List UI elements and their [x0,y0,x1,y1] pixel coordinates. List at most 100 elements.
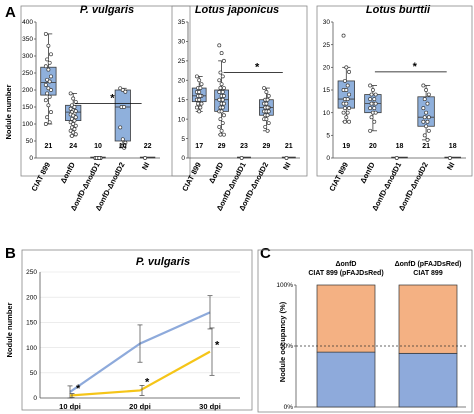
y-tick-label: 0 [326,155,330,162]
significance-star: * [255,62,260,74]
data-point [197,89,202,94]
data-point [221,58,226,63]
data-point [220,74,225,79]
sample-count: 21 [285,143,293,150]
data-point [368,83,373,88]
data-point [45,57,50,62]
y-tick-label: 250 [26,269,37,276]
data-point [43,31,48,36]
chart-frame [257,249,473,413]
data-point [217,43,222,48]
data-point [69,133,74,138]
data-point [218,132,223,137]
data-point [198,86,203,91]
data-point [120,137,125,142]
data-point [197,78,202,83]
y-tick-label: 0% [284,404,294,411]
data-point [220,97,225,102]
data-point [72,118,77,123]
data-point [369,115,374,120]
sample-count: 22 [144,143,152,150]
data-point [448,156,452,160]
data-point [197,97,202,102]
data-point [123,140,128,145]
y-tick-label: 5 [181,136,185,143]
data-point [345,97,350,102]
data-point [194,105,199,110]
data-point [47,120,52,125]
x-tick-label: 10 dpi [59,402,81,411]
data-point [220,89,225,94]
y-tick-label: 30 [178,39,186,46]
data-point [43,82,48,87]
data-point [266,109,271,114]
data-point [266,93,271,98]
data-point [263,124,268,129]
data-point [73,123,78,128]
chart-frame [20,5,191,177]
data-point [69,125,74,130]
data-point [344,88,349,92]
y-tick-label: 50 [26,138,34,145]
bar-segment-orange [316,284,376,353]
data-point [71,96,76,101]
sample-count: 18 [396,143,404,150]
y-tick-label: 200 [22,87,33,94]
y-tick-label: 350 [22,36,33,43]
sample-count: 24 [69,143,77,150]
data-point [218,86,223,91]
data-point [219,82,224,87]
y-tick-label: 10 [323,110,331,117]
data-point [71,130,76,135]
y-tick-label: 25 [323,42,331,49]
y-tick-label: 25 [178,58,186,65]
chart-title-p-vulgaris: P. vulgaris [80,4,134,16]
category-label: NI [281,161,292,172]
data-point [68,91,73,96]
y-tick-label: 400 [22,19,33,26]
category-label: ΔonfD [207,160,226,185]
panel-b-ylabel: Nodule number [5,302,14,357]
data-point [217,78,222,83]
data-point [265,105,270,110]
data-point [198,93,203,98]
significance-star: * [76,383,81,395]
data-point [49,88,53,92]
bar-segment-blue [316,351,376,408]
y-tick-label: 100% [276,282,293,289]
y-tick-label: 50% [280,343,293,350]
data-point [197,109,202,114]
data-point [45,91,50,96]
data-point [97,156,102,160]
bar2-top-label: ΔonfD (pFAJDsRed) [395,261,462,268]
data-point [373,101,378,106]
data-point [345,110,350,115]
data-point [47,60,52,65]
y-tick-label: 0 [33,395,37,402]
data-point [342,106,347,111]
category-label: CIAT 899 [29,161,52,193]
data-point [45,77,50,82]
data-point [284,156,289,160]
data-point [198,105,203,110]
data-point [368,106,373,111]
sample-count: 17 [195,143,203,150]
data-point [265,128,270,133]
data-point [69,116,74,121]
data-point [72,127,77,132]
bar-segment-blue [398,352,458,408]
data-point [344,101,349,106]
data-point [370,88,375,92]
data-point [373,110,378,115]
y-tick-label: 15 [178,97,186,104]
sample-count: 29 [218,143,226,150]
data-point [264,117,269,122]
data-point [424,88,429,92]
bar2-bottom-label: CIAT 899 [413,270,443,277]
y-tick-label: 30 [323,19,331,26]
significance-star: * [215,340,220,352]
data-point [219,128,224,133]
sample-count: 19 [342,143,350,150]
data-point [71,113,76,118]
